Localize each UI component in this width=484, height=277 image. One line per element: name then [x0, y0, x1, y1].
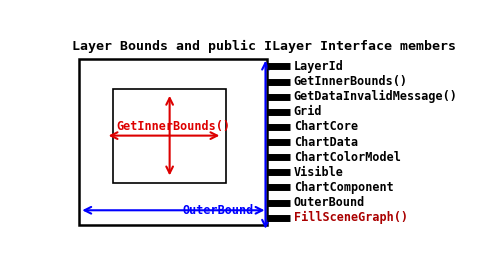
Bar: [79, 59, 267, 225]
Text: ChartComponent: ChartComponent: [293, 181, 393, 194]
Text: GetInnerBounds(): GetInnerBounds(): [293, 75, 407, 88]
Text: ChartCore: ChartCore: [293, 120, 357, 134]
Text: FillSceneGraph(): FillSceneGraph(): [293, 211, 407, 224]
Text: GetInnerBounds(): GetInnerBounds(): [116, 119, 230, 132]
Text: Layer Bounds and public ILayer Interface members: Layer Bounds and public ILayer Interface…: [72, 40, 455, 53]
Text: ChartColorModel: ChartColorModel: [293, 151, 400, 164]
Text: LayerId: LayerId: [293, 60, 343, 73]
Text: OuterBound: OuterBound: [182, 204, 254, 217]
Text: GetDataInvalidMessage(): GetDataInvalidMessage(): [293, 90, 456, 103]
Text: Grid: Grid: [293, 105, 321, 118]
Text: Visible: Visible: [293, 166, 343, 179]
Text: OuterBound: OuterBound: [293, 196, 364, 209]
Text: ChartData: ChartData: [293, 135, 357, 148]
Bar: [113, 89, 226, 183]
